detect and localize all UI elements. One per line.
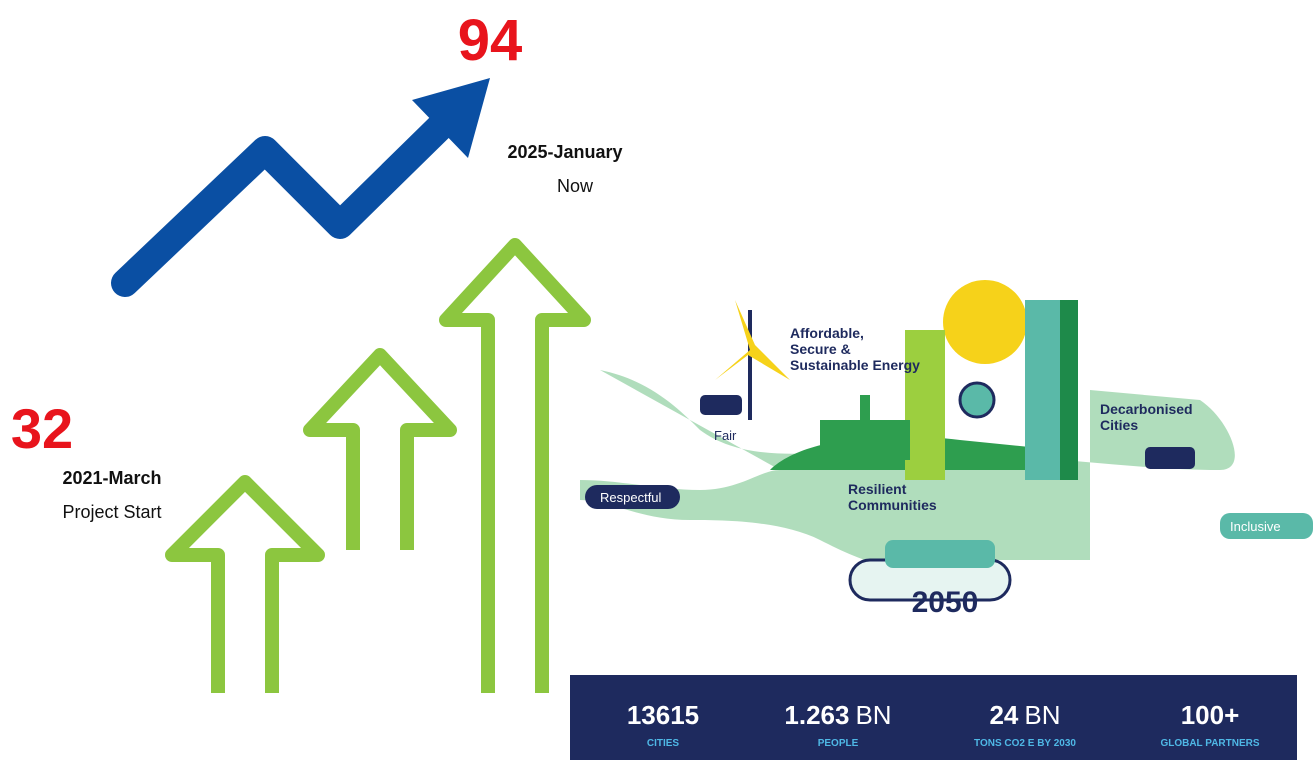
label: Respectful [600, 490, 662, 505]
growth-arrow [310, 355, 450, 550]
label: Inclusive [1230, 519, 1281, 534]
end-caption: Now [557, 176, 594, 196]
car [700, 395, 742, 415]
growth-arrow [172, 482, 318, 693]
stat-label: PEOPLE [818, 738, 859, 749]
start-count: 32 [11, 397, 73, 460]
start-caption: Project Start [62, 502, 161, 522]
car [1145, 447, 1195, 469]
label: Sustainable Energy [790, 357, 920, 373]
end-count: 94 [458, 8, 523, 73]
building [905, 330, 945, 480]
stat-label: TONS CO2 E BY 2030 [974, 738, 1076, 749]
label: Cities [1100, 417, 1138, 433]
trend-arrow [125, 122, 445, 283]
label: Affordable, [790, 325, 864, 341]
label: Communities [848, 497, 937, 513]
label: 2050 [912, 586, 979, 619]
building [1060, 300, 1078, 480]
stat-label: CITIES [647, 738, 680, 749]
stat-number: 24 [989, 700, 1018, 730]
stat-number: 100+ [1181, 700, 1240, 730]
sun [943, 280, 1027, 364]
label: Resilient [848, 481, 907, 497]
growth-arrows [172, 245, 584, 693]
start-date: 2021-March [62, 468, 161, 488]
bus [885, 540, 995, 568]
stat-unit: BN [855, 700, 891, 730]
turbine-blades [715, 300, 790, 380]
label: Decarbonised [1100, 401, 1193, 417]
stat-unit: BN [1024, 700, 1060, 730]
energy-icon [960, 383, 994, 417]
page: 94 2025-January Now 32 2021-March Projec… [0, 0, 1313, 760]
stat-label: GLOBAL PARTNERS [1160, 738, 1259, 749]
factory [820, 395, 910, 460]
growth-arrow [446, 245, 584, 693]
stat-value: 100+ [1181, 700, 1240, 730]
illustration: Affordable, Secure & Sustainable Energy … [580, 280, 1313, 619]
stat-number: 13615 [627, 700, 699, 730]
label: Fair [714, 428, 737, 443]
stat-number: 1.263 [784, 700, 849, 730]
end-date: 2025-January [507, 142, 622, 162]
stat-value: 13615 [627, 700, 699, 730]
label: Secure & [790, 341, 851, 357]
